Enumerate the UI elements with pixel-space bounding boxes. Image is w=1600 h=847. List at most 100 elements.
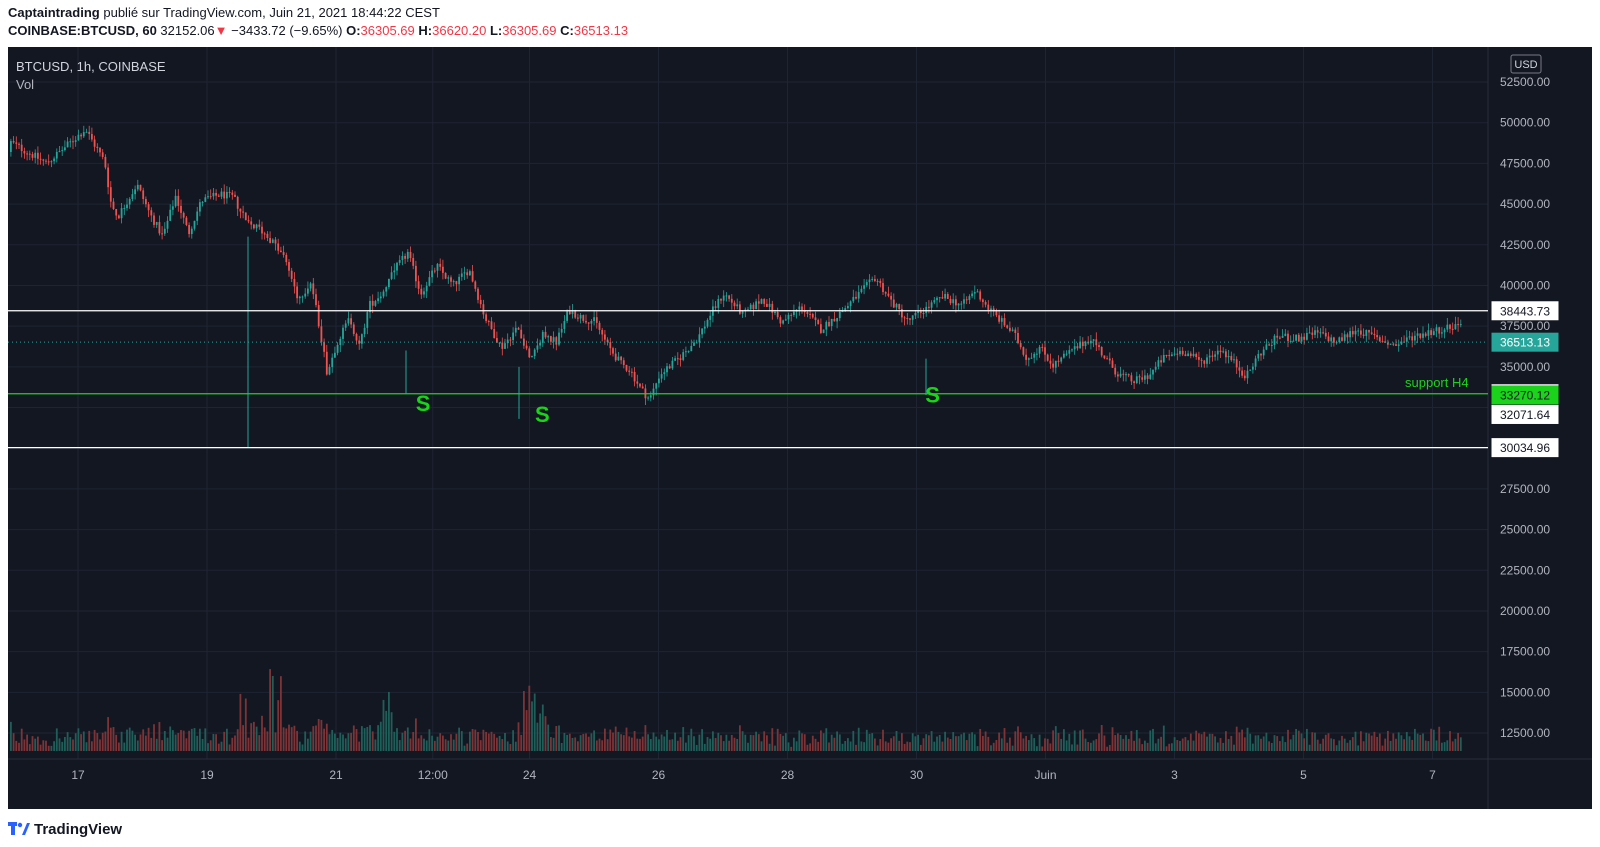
volume-bar [10, 721, 12, 751]
volume-bar [579, 735, 582, 751]
volume-bar [242, 725, 244, 751]
volume-bar [1238, 732, 1241, 751]
volume-bar [207, 743, 209, 751]
volume-bar [420, 735, 423, 751]
candle-body [844, 308, 847, 312]
volume-bar [693, 736, 695, 751]
candle-body [574, 310, 577, 318]
volume-bar [1381, 745, 1384, 751]
candle-body [898, 304, 901, 310]
candle-body [12, 141, 15, 143]
candle-body [1044, 347, 1046, 355]
candle-body [701, 328, 703, 335]
volume-bar [806, 744, 809, 751]
volume-bar [82, 731, 85, 751]
volume-bar [787, 742, 790, 751]
candle-body [66, 141, 69, 148]
volume-bar [1108, 745, 1111, 751]
candle-body [865, 282, 868, 286]
volume-bar [482, 729, 485, 751]
time-tick-label: 24 [523, 768, 537, 782]
candlestick-chart[interactable]: S SS BTCUSD, 1h, COINBASE Vol support H4 … [8, 47, 1592, 809]
candle-body [593, 317, 595, 322]
annotations: S SS [416, 383, 940, 428]
volume-bar [1341, 735, 1343, 751]
candle-body [150, 210, 153, 216]
volume-bar [1160, 736, 1162, 751]
volume-bar [134, 734, 136, 751]
candle-body [1216, 350, 1219, 355]
volume-bar [61, 741, 64, 751]
volume-bar [355, 729, 358, 751]
volume-bar [479, 740, 482, 751]
volume-bar [822, 733, 825, 751]
candle-body [874, 278, 876, 281]
candle-body [147, 204, 150, 211]
candle-body [955, 299, 957, 306]
volume-bar [512, 730, 514, 751]
candle-body [452, 281, 455, 283]
volume-bar [1330, 738, 1333, 751]
candle-body [336, 344, 339, 353]
volume-bar [258, 735, 261, 751]
candle-body [857, 292, 860, 299]
volume-bar [720, 735, 722, 751]
price-tick-label: 22500.00 [1500, 563, 1550, 577]
volume-bar [1125, 735, 1127, 751]
candle-body [234, 194, 236, 197]
candle-body [547, 336, 550, 338]
candle-body [752, 304, 755, 310]
volume-bar [1235, 726, 1238, 751]
volume-bar [1103, 735, 1106, 751]
candle-body [555, 337, 558, 345]
volume-bar [558, 725, 560, 751]
volume-bar [1022, 738, 1025, 751]
volume-bar [172, 730, 174, 751]
volume-bar [45, 740, 47, 751]
volume-bar [1146, 742, 1149, 751]
volume-bar [506, 741, 509, 751]
time-tick-label: Juin [1034, 768, 1056, 782]
volume-bar [1084, 738, 1087, 751]
volume-bar [595, 740, 598, 751]
candle-body [1214, 354, 1216, 357]
volume-bar [965, 740, 968, 751]
volume-bar [174, 734, 177, 751]
volume-bar [404, 730, 406, 751]
candle-body [836, 318, 838, 322]
candle-body [585, 320, 587, 323]
candle-body [1060, 357, 1063, 362]
candle-body [633, 371, 636, 382]
candle-body [906, 318, 909, 320]
volume-bar [234, 735, 236, 751]
candle-body [755, 301, 757, 310]
candle-body [1297, 334, 1300, 342]
volume-bar [1427, 741, 1430, 751]
candles [10, 125, 1462, 448]
candle-body [909, 318, 911, 320]
candle-body [1397, 344, 1400, 346]
candle-body [215, 192, 217, 196]
volume-bar [371, 731, 374, 751]
volume-bar [749, 734, 752, 751]
author-name[interactable]: Captaintrading [8, 5, 100, 20]
time-tick-label: 12:00 [418, 768, 448, 782]
candle-body [639, 383, 641, 387]
volume-bar [1068, 733, 1071, 751]
candle-body [1343, 334, 1346, 341]
currency-box[interactable] [1510, 54, 1542, 74]
support-label: support H4 [1405, 375, 1469, 390]
candle-body [776, 312, 779, 318]
candle-body [1457, 324, 1459, 326]
candle-body [622, 360, 625, 365]
candle-body [444, 272, 447, 279]
candle-body [763, 299, 766, 304]
brand-name[interactable]: TradingView [34, 820, 123, 838]
candle-body [315, 294, 317, 306]
volume-bar [1208, 733, 1211, 751]
volume-bar [509, 744, 512, 751]
volume-bar [1162, 725, 1165, 751]
volume-bar [336, 737, 339, 751]
candle-body [136, 184, 139, 190]
